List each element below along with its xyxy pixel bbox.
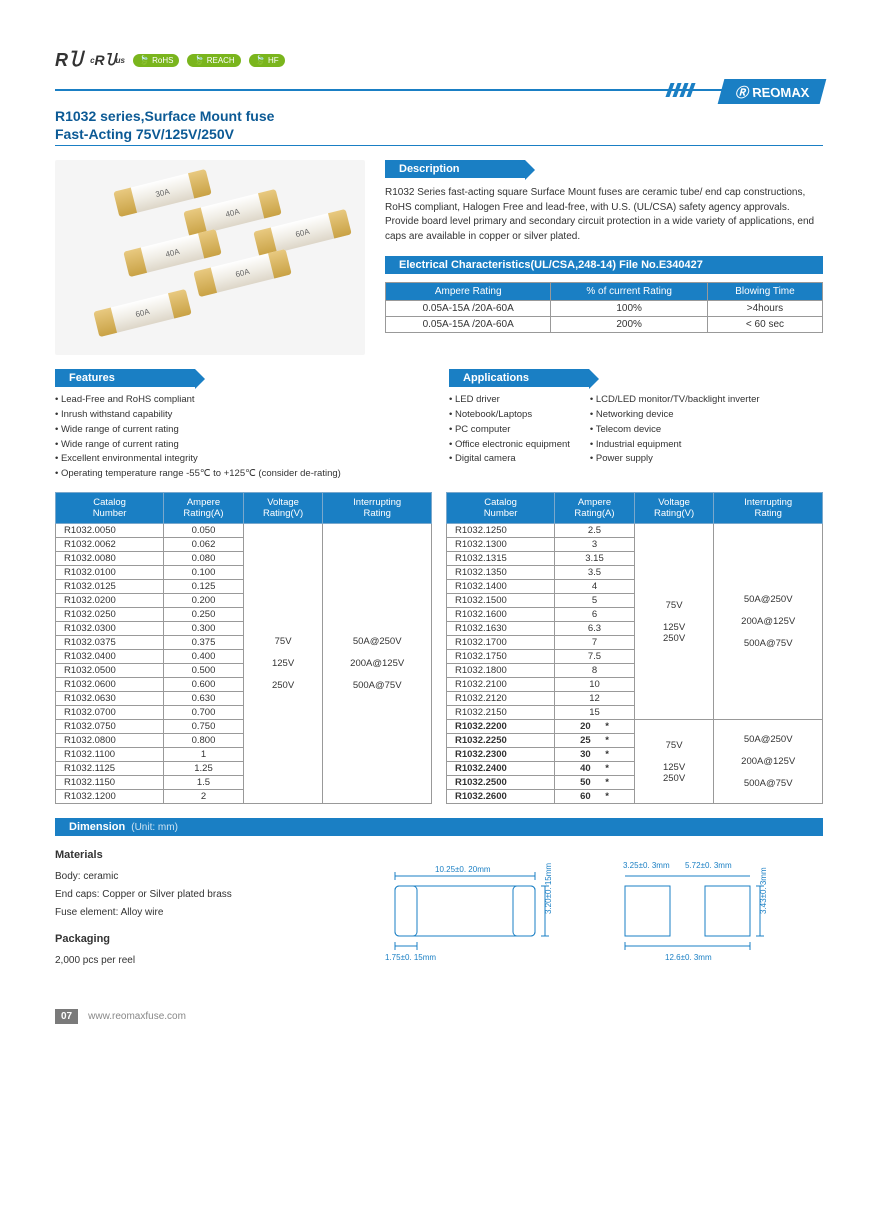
spec-table-right: CatalogNumberAmpereRating(A)VoltageRatin… [446, 492, 823, 805]
brand-logo: Ⓡ REOMAX [718, 79, 826, 104]
cul-badge: cRႮus [90, 52, 125, 69]
elec-header: Electrical Characteristics(UL/CSA,248-14… [385, 256, 823, 274]
list-item: Industrial equipment [590, 438, 760, 453]
list-item: Wide range of current rating [55, 423, 429, 438]
ul-badge: RႮ [55, 50, 82, 71]
page-title: R1032 series,Surface Mount fuse Fast-Act… [55, 107, 823, 143]
applications-list-2: LCD/LED monitor/TV/backlight inverterNet… [590, 393, 760, 467]
applications-header: Applications [449, 369, 589, 387]
description-header: Description [385, 160, 525, 178]
list-item: Telecom device [590, 423, 760, 438]
dimension-drawing: 10.25±0. 20mm 1.75±0. 15mm 3.20±0. 15mm … [375, 846, 823, 979]
footer-url: www.reomaxfuse.com [88, 1011, 186, 1022]
list-item: Operating temperature range -55℃ to +125… [55, 467, 429, 482]
list-item: Power supply [590, 452, 760, 467]
svg-text:1.75±0. 15mm: 1.75±0. 15mm [385, 953, 436, 962]
description-text: R1032 Series fast-acting square Surface … [385, 186, 823, 244]
features-list: Lead-Free and RoHS compliantInrush withs… [55, 393, 429, 481]
applications-list-1: LED driverNotebook/LaptopsPC computerOff… [449, 393, 570, 467]
svg-text:3.43±0. 3mm: 3.43±0. 3mm [759, 868, 768, 915]
list-item: LED driver [449, 393, 570, 408]
product-image: 30A 40A 60A 40A 60A 60A [55, 160, 365, 355]
hf-badge: HF [249, 54, 285, 67]
svg-text:12.6±0. 3mm: 12.6±0. 3mm [665, 953, 712, 962]
list-item: Excellent environmental integrity [55, 452, 429, 467]
table-row: R1032.00500.05075V 125V 250V50A@250V 200… [56, 524, 432, 538]
list-item: LCD/LED monitor/TV/backlight inverter [590, 393, 760, 408]
rohs-badge: RoHS [133, 54, 180, 67]
list-item: Networking device [590, 408, 760, 423]
svg-text:3.25±0. 3mm: 3.25±0. 3mm [623, 861, 670, 870]
table-row: R1032.12502.575V 125V 250V50A@250V 200A@… [447, 524, 823, 538]
list-item: Notebook/Laptops [449, 408, 570, 423]
list-item: PC computer [449, 423, 570, 438]
list-item: Wide range of current rating [55, 438, 429, 453]
materials-packaging: Materials Body: ceramic End caps: Copper… [55, 846, 355, 979]
reach-badge: REACH [187, 54, 240, 67]
svg-text:5.72±0. 3mm: 5.72±0. 3mm [685, 861, 732, 870]
elec-characteristics-table: Ampere Rating % of current Rating Blowin… [385, 282, 823, 333]
list-item: Digital camera [449, 452, 570, 467]
page-footer: 07 www.reomaxfuse.com [55, 1009, 823, 1024]
brand-bar: Ⓡ REOMAX [55, 79, 823, 101]
dimension-header: Dimension(Unit: mm) [55, 818, 823, 836]
page-number: 07 [55, 1009, 78, 1024]
list-item: Office electronic equipment [449, 438, 570, 453]
spec-table-left: CatalogNumberAmpereRating(A)VoltageRatin… [55, 492, 432, 805]
features-header: Features [55, 369, 195, 387]
table-row: R1032.220020 *75V 125V 250V50A@250V 200A… [447, 720, 823, 734]
certifications-row: RႮ cRႮus RoHS REACH HF [55, 50, 823, 71]
list-item: Lead-Free and RoHS compliant [55, 393, 429, 408]
list-item: Inrush withstand capability [55, 408, 429, 423]
svg-text:10.25±0. 20mm: 10.25±0. 20mm [435, 865, 491, 874]
svg-text:3.20±0. 15mm: 3.20±0. 15mm [544, 863, 553, 914]
